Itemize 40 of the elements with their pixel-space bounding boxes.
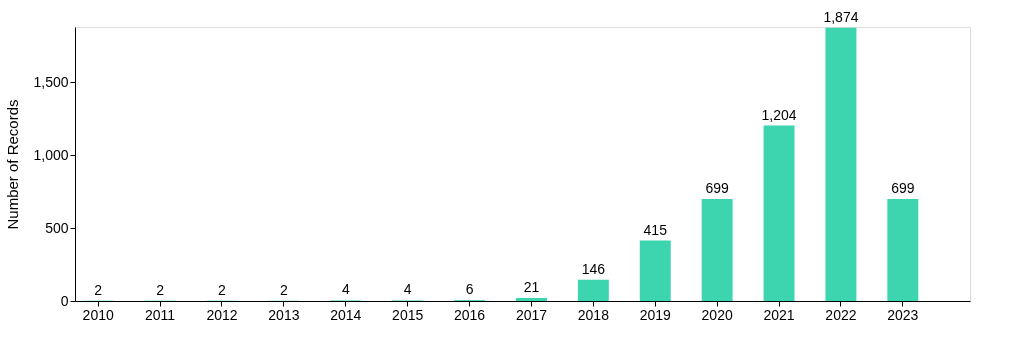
bar (577, 279, 609, 301)
data-label: 146 (581, 260, 606, 277)
x-tick-label: 2017 (515, 306, 548, 323)
x-tick-label: 2010 (82, 306, 114, 323)
data-label: 699 (891, 180, 915, 197)
data-label: 21 (523, 278, 540, 295)
data-label: 2 (156, 281, 165, 298)
data-label: 699 (705, 180, 730, 197)
x-tick-label: 2021 (763, 306, 795, 323)
data-label: 4 (403, 281, 412, 298)
x-tick-label: 2015 (392, 306, 424, 323)
x-tick-label: 2011 (145, 306, 176, 323)
data-label: 2 (279, 281, 288, 298)
x-tick-label: 2019 (639, 306, 672, 323)
x-tick-label: 2013 (268, 306, 300, 323)
y-tick-label: 0 (60, 292, 69, 309)
x-tick-label: 2020 (701, 306, 733, 323)
x-tick-label: 2022 (825, 306, 857, 323)
x-tick-label: 2012 (206, 306, 238, 323)
y-tick-label: 1,500 (33, 73, 69, 90)
bar (825, 27, 857, 301)
data-label: 2 (218, 281, 227, 298)
bar (701, 199, 733, 301)
data-label: 1,874 (823, 8, 859, 25)
y-tick-label: 1,000 (33, 146, 69, 163)
data-label: 1,204 (761, 106, 797, 123)
bar (639, 240, 671, 301)
y-axis-title: Number of Records (4, 99, 22, 230)
bar (515, 297, 547, 301)
x-tick-label: 2016 (453, 306, 486, 323)
bar (887, 199, 919, 301)
x-tick-label: 2014 (330, 306, 362, 323)
x-tick-label: 2023 (887, 306, 919, 323)
bar (763, 125, 795, 301)
data-label: 4 (341, 281, 350, 298)
data-label: 6 (465, 281, 474, 298)
data-label: 2 (94, 281, 103, 298)
x-tick-label: 2018 (577, 306, 610, 323)
data-label: 415 (643, 221, 668, 238)
y-tick-label: 500 (45, 219, 69, 236)
